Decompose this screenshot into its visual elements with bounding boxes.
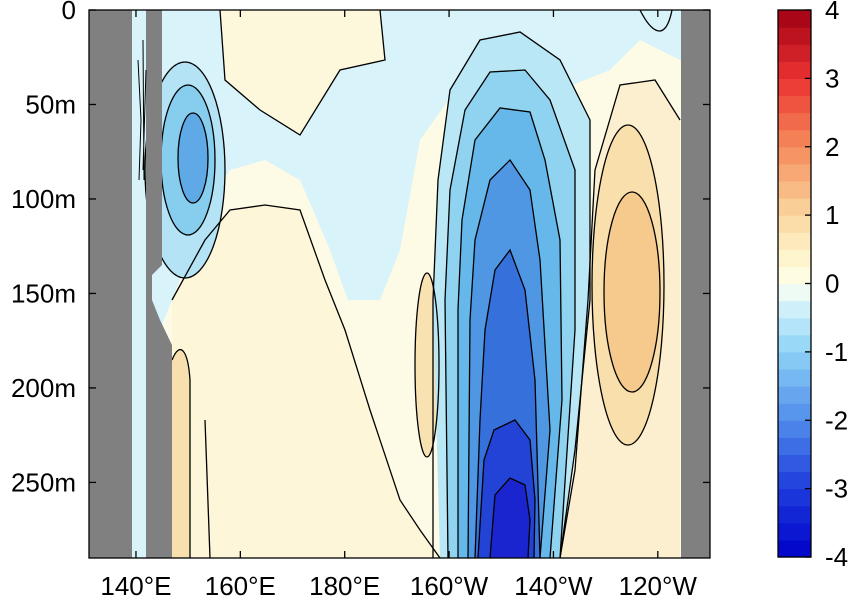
colorbar-segment bbox=[778, 249, 811, 268]
colorbar-segment bbox=[778, 180, 811, 199]
x-tick-label: 140°E bbox=[100, 571, 171, 601]
colorbar-segment bbox=[778, 283, 811, 302]
land-mask-island bbox=[146, 10, 172, 558]
colorbar-segment bbox=[778, 539, 811, 558]
contour-line bbox=[171, 348, 191, 558]
x-axis: 140°E 160°E 180°E 160°W 140°W 120°W bbox=[100, 10, 697, 601]
contour-line bbox=[591, 124, 665, 446]
colorbar-axis: 4 3 2 1 0 -1 -2 -3 -4 bbox=[805, 0, 848, 572]
x-tick-label: 160°E bbox=[205, 571, 276, 601]
x-tick-label: 120°W bbox=[619, 571, 698, 601]
contour-line bbox=[559, 79, 681, 558]
colorbar-segment bbox=[778, 44, 811, 62]
colorbar-tick-label: -2 bbox=[825, 405, 848, 435]
contour-line bbox=[432, 31, 591, 558]
colorbar-tick-label: -4 bbox=[825, 542, 848, 572]
contour-line bbox=[603, 191, 661, 393]
colorbar-segment bbox=[778, 505, 811, 524]
land-mask-west bbox=[89, 10, 132, 558]
colorbar-segment bbox=[778, 95, 811, 114]
western-negative-core bbox=[178, 113, 208, 203]
y-tick-label: 100m bbox=[11, 184, 76, 214]
contour-line bbox=[171, 204, 441, 558]
colorbar-tick-label: 0 bbox=[825, 269, 839, 299]
contour-line bbox=[204, 419, 211, 558]
colorbar-segment bbox=[778, 437, 811, 456]
y-tick-label: 200m bbox=[11, 373, 76, 403]
colorbar-tick-label: 4 bbox=[825, 0, 839, 25]
colorbar-segment bbox=[778, 522, 811, 541]
colorbar-segment bbox=[778, 488, 811, 507]
colorbar-segment bbox=[778, 420, 811, 438]
contour-line bbox=[489, 477, 531, 558]
land-mask-east bbox=[681, 10, 710, 558]
tongue-level-7 bbox=[490, 478, 530, 558]
y-tick-label: 0 bbox=[62, 0, 76, 25]
colorbar-segment bbox=[778, 146, 811, 165]
colorbar-segment bbox=[778, 351, 811, 370]
x-tick-label: 160°W bbox=[410, 571, 489, 601]
y-axis: 0 50m 100m 150m 200m 250m bbox=[11, 0, 710, 497]
y-tick-label: 250m bbox=[11, 467, 76, 497]
colorbar-segment bbox=[778, 10, 811, 28]
colorbar-segment bbox=[778, 163, 811, 182]
colorbar-segment bbox=[778, 198, 811, 216]
western-warm-strip bbox=[172, 349, 190, 558]
x-tick-label: 180°E bbox=[309, 571, 380, 601]
strait-eddy bbox=[137, 39, 147, 181]
y-tick-label: 150m bbox=[11, 278, 76, 308]
colorbar-segment bbox=[778, 78, 811, 97]
contour-line bbox=[474, 248, 541, 558]
contour-line bbox=[457, 107, 563, 558]
contour-lines bbox=[144, 10, 681, 558]
contour-line bbox=[477, 419, 536, 558]
colorbar-tick-label: -1 bbox=[825, 337, 848, 367]
plot-frame bbox=[88, 9, 711, 559]
colorbar-segment bbox=[778, 454, 811, 473]
colorbar-segment bbox=[778, 61, 811, 79]
colorbar-segment bbox=[778, 112, 811, 131]
colorbar-segment bbox=[778, 215, 811, 233]
eastern-positive-core bbox=[604, 192, 660, 392]
colorbar-segment bbox=[778, 129, 811, 148]
y-tick-label: 50m bbox=[25, 89, 76, 119]
surface-positive-patch bbox=[220, 10, 385, 135]
colorbar-segment bbox=[778, 266, 811, 285]
contour-line bbox=[219, 10, 386, 136]
colorbar-segment bbox=[778, 27, 811, 45]
colorbar-tick-label: -3 bbox=[825, 474, 848, 504]
colorbar-segment bbox=[778, 471, 811, 490]
colorbar-tick-label: 1 bbox=[825, 200, 839, 230]
colorbar-segment bbox=[778, 300, 811, 319]
colorbar-segment bbox=[778, 334, 811, 353]
contour-line bbox=[639, 10, 673, 32]
colorbar-segment bbox=[778, 386, 811, 404]
colorbar-tick-label: 2 bbox=[825, 132, 839, 162]
contour-line bbox=[444, 69, 576, 558]
central-positive-region bbox=[172, 205, 440, 558]
colorbar-segment bbox=[778, 317, 811, 336]
plot-area bbox=[89, 10, 710, 558]
contour-line bbox=[177, 112, 209, 204]
shallow-negative-band bbox=[89, 10, 710, 558]
colorbar-tick-label: 3 bbox=[825, 63, 839, 93]
x-tick-label: 140°W bbox=[514, 571, 593, 601]
contour-line bbox=[414, 272, 440, 458]
colorbar bbox=[777, 9, 812, 558]
contour-line bbox=[467, 158, 551, 558]
colorbar-segment bbox=[778, 368, 811, 387]
contour-line bbox=[144, 61, 226, 279]
colorbar-segment bbox=[778, 403, 811, 421]
colorbar-segment bbox=[778, 232, 811, 250]
